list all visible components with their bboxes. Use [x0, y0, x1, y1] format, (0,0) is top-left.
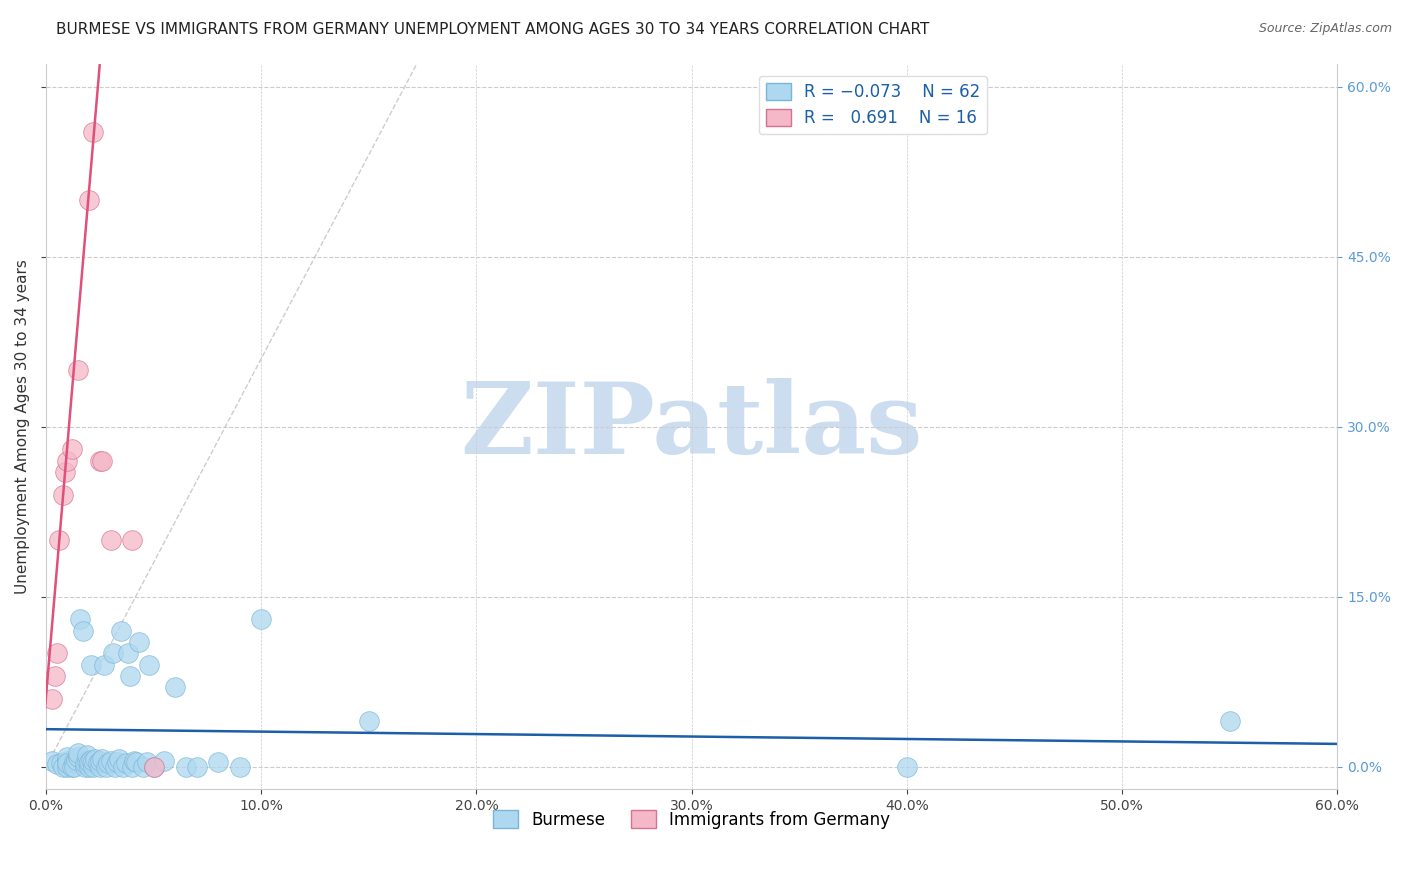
Point	[48, 533, 70, 547]
Point	[104, 759, 127, 773]
Point	[357, 714, 380, 729]
Point	[63, 759, 86, 773]
Point	[56, 759, 79, 773]
Point	[121, 759, 143, 773]
Point	[41, 754, 63, 768]
Point	[142, 759, 165, 773]
Point	[82, 754, 104, 768]
Point	[41, 691, 63, 706]
Point	[72, 624, 94, 638]
Point	[114, 756, 136, 771]
Legend: Burmese, Immigrants from Germany: Burmese, Immigrants from Germany	[486, 804, 897, 835]
Point	[101, 646, 124, 660]
Point	[132, 759, 155, 773]
Point	[67, 746, 90, 760]
Point	[80, 753, 103, 767]
Point	[56, 756, 79, 771]
Point	[112, 759, 135, 773]
Point	[174, 759, 197, 773]
Point	[125, 755, 148, 769]
Point	[896, 759, 918, 773]
Point	[110, 624, 132, 638]
Point	[73, 759, 96, 773]
Point	[53, 465, 76, 479]
Point	[128, 635, 150, 649]
Text: Source: ZipAtlas.com: Source: ZipAtlas.com	[1258, 22, 1392, 36]
Point	[89, 759, 111, 773]
Point	[45, 646, 67, 660]
Point	[250, 612, 273, 626]
Point	[77, 759, 100, 773]
Point	[93, 657, 115, 672]
Point	[90, 751, 112, 765]
Point	[56, 754, 79, 768]
Point	[142, 759, 165, 773]
Point	[1219, 714, 1241, 729]
Point	[67, 750, 90, 764]
Point	[69, 612, 91, 626]
Point	[82, 759, 104, 773]
Point	[117, 646, 139, 660]
Point	[60, 442, 83, 457]
Point	[121, 533, 143, 547]
Point	[80, 657, 103, 672]
Point	[86, 756, 108, 771]
Point	[63, 755, 86, 769]
Text: BURMESE VS IMMIGRANTS FROM GERMANY UNEMPLOYMENT AMONG AGES 30 TO 34 YEARS CORREL: BURMESE VS IMMIGRANTS FROM GERMANY UNEMP…	[56, 22, 929, 37]
Point	[84, 751, 107, 765]
Point	[77, 755, 100, 769]
Point	[56, 750, 79, 764]
Point	[186, 759, 208, 773]
Point	[136, 755, 159, 769]
Y-axis label: Unemployment Among Ages 30 to 34 years: Unemployment Among Ages 30 to 34 years	[15, 260, 30, 594]
Point	[118, 669, 141, 683]
Point	[44, 669, 66, 683]
Point	[138, 657, 160, 672]
Point	[67, 363, 90, 377]
Point	[100, 754, 122, 768]
Point	[45, 757, 67, 772]
Point	[52, 488, 75, 502]
Point	[122, 754, 145, 768]
Point	[105, 755, 128, 769]
Point	[89, 453, 111, 467]
Point	[89, 754, 111, 768]
Point	[97, 756, 120, 771]
Point	[108, 751, 131, 765]
Point	[73, 756, 96, 771]
Point	[56, 453, 79, 467]
Point	[65, 753, 87, 767]
Point	[82, 125, 104, 139]
Point	[228, 759, 250, 773]
Point	[76, 754, 98, 768]
Point	[76, 748, 98, 763]
Point	[60, 759, 83, 773]
Point	[100, 533, 122, 547]
Point	[77, 193, 100, 207]
Point	[49, 756, 72, 771]
Point	[165, 680, 187, 694]
Text: ZIPatlas: ZIPatlas	[460, 378, 922, 475]
Point	[207, 755, 229, 769]
Point	[96, 759, 118, 773]
Point	[153, 754, 176, 768]
Point	[52, 759, 75, 773]
Point	[90, 453, 112, 467]
